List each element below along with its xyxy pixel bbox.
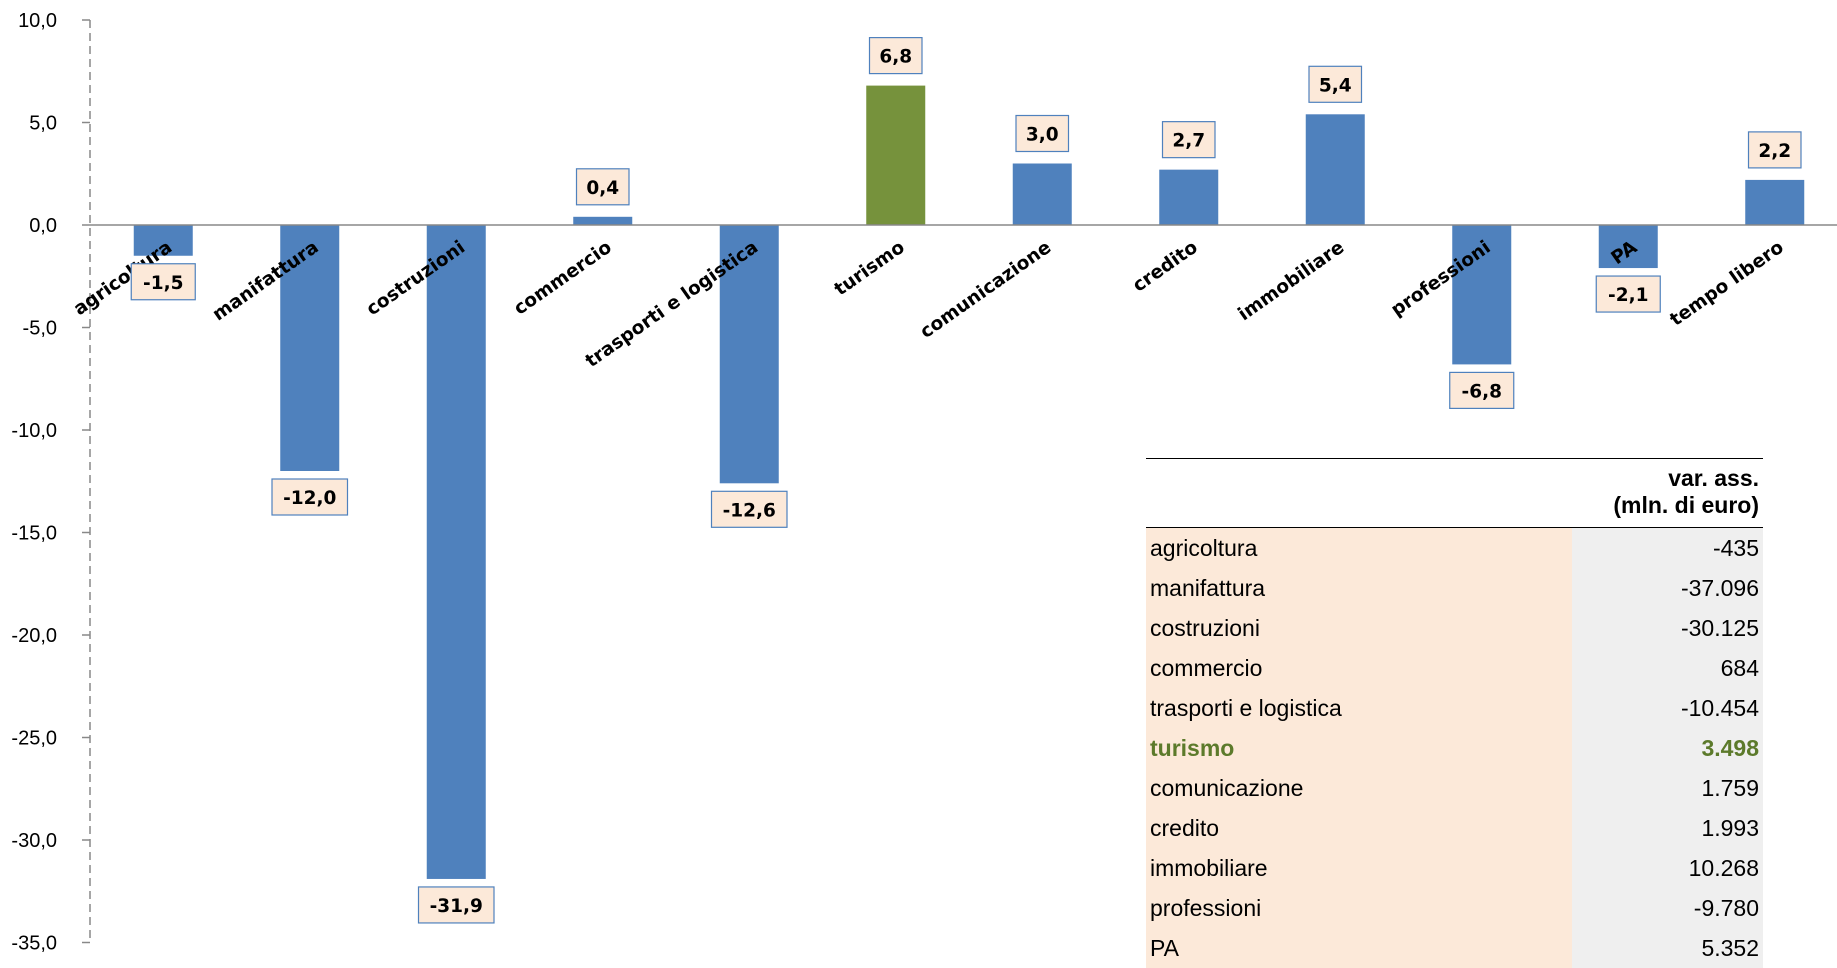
bar-comunicazione: [1013, 164, 1072, 226]
y-tick-label: -15,0: [11, 523, 57, 545]
row-sector: credito: [1146, 808, 1572, 848]
data-label: -12,0: [283, 488, 336, 509]
data-label: -6,8: [1462, 381, 1502, 402]
category-label: tempo libero: [1666, 237, 1787, 331]
row-sector: turismo: [1146, 728, 1572, 768]
row-value: 5.352: [1572, 928, 1763, 968]
bar-costruzioni: [427, 225, 486, 879]
data-label: 5,4: [1319, 75, 1352, 96]
table-header-value: var. ass.(mln. di euro): [1572, 459, 1763, 528]
category-label: turismo: [831, 237, 909, 300]
table-row: professioni-9.780: [1146, 888, 1763, 928]
y-tick-label: 10,0: [18, 10, 57, 32]
category-label: commercio: [510, 237, 615, 320]
y-tick-label: -20,0: [11, 625, 57, 647]
row-value: 10.268: [1572, 848, 1763, 888]
row-sector: costruzioni: [1146, 608, 1572, 648]
bar-credito: [1159, 170, 1218, 225]
row-value: 1.759: [1572, 768, 1763, 808]
y-tick-label: 0,0: [29, 215, 57, 237]
data-label: 6,8: [879, 47, 912, 68]
row-value: -9.780: [1572, 888, 1763, 928]
data-label: 3,0: [1026, 125, 1059, 146]
header-line-1: var. ass.: [1668, 465, 1759, 491]
header-line-2: (mln. di euro): [1613, 492, 1759, 518]
data-label: 0,4: [586, 178, 619, 199]
row-value: 684: [1572, 648, 1763, 688]
y-axis: 10,0 5,0 0,0 -5,0 -10,0 -15,0 -20,0 -25,0 -30,0 -…: [11, 10, 90, 952]
row-value: -10.454: [1572, 688, 1763, 728]
data-label: -1,5: [143, 273, 183, 294]
row-value: -435: [1572, 528, 1763, 569]
row-sector: comunicazione: [1146, 768, 1572, 808]
row-value: 1.993: [1572, 808, 1763, 848]
row-sector: commercio: [1146, 648, 1572, 688]
bar-immobiliare: [1306, 114, 1365, 225]
category-label: credito: [1129, 237, 1201, 297]
table-header-row: var. ass.(mln. di euro): [1146, 459, 1763, 528]
row-sector: immobiliare: [1146, 848, 1572, 888]
bar-commercio: [573, 217, 632, 225]
table-header-blank: [1146, 459, 1572, 528]
y-tick-label: -5,0: [23, 318, 57, 340]
row-sector: agricoltura: [1146, 528, 1572, 569]
y-tick-label: -10,0: [11, 420, 57, 442]
row-value: 3.498: [1572, 728, 1763, 768]
table-row: agricoltura-435: [1146, 528, 1763, 569]
y-tick-label: -25,0: [11, 728, 57, 750]
category-label: comunicazione: [916, 237, 1055, 343]
table-row: costruzioni-30.125: [1146, 608, 1763, 648]
y-tick-label: -35,0: [11, 933, 57, 953]
category-label: immobiliare: [1234, 237, 1348, 325]
row-sector: professioni: [1146, 888, 1572, 928]
table-row: manifattura-37.096: [1146, 568, 1763, 608]
row-value: -30.125: [1572, 608, 1763, 648]
table-row: trasporti e logistica-10.454: [1146, 688, 1763, 728]
y-tick-label: 5,0: [29, 113, 57, 135]
row-sector: manifattura: [1146, 568, 1572, 608]
row-sector: PA: [1146, 928, 1572, 968]
data-label: -2,1: [1608, 285, 1648, 306]
bar-tempo-libero: [1745, 180, 1804, 225]
bar-turismo: [866, 86, 925, 225]
data-label: 2,7: [1172, 131, 1205, 152]
data-label: -31,9: [430, 896, 483, 917]
data-label: -12,6: [723, 500, 776, 521]
row-value: -37.096: [1572, 568, 1763, 608]
y-tick-label: -30,0: [11, 830, 57, 852]
row-sector: trasporti e logistica: [1146, 688, 1572, 728]
data-label: 2,2: [1758, 141, 1791, 162]
